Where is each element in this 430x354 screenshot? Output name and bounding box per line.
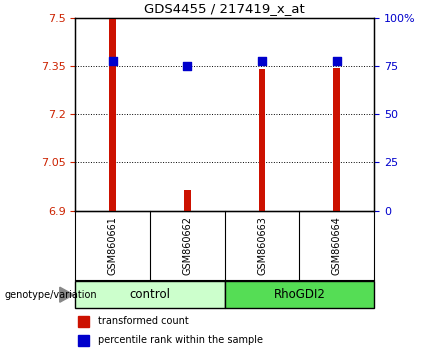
Point (333, 58, 340, 64)
Point (258, 58, 265, 64)
FancyBboxPatch shape (224, 281, 374, 308)
Point (184, 63, 191, 69)
Bar (109, 18, 116, 211)
Bar (259, 69, 265, 211)
Bar (333, 68, 340, 211)
Polygon shape (60, 287, 74, 302)
Title: GDS4455 / 217419_x_at: GDS4455 / 217419_x_at (144, 2, 305, 15)
Text: genotype/variation: genotype/variation (4, 290, 97, 300)
Text: RhoGDI2: RhoGDI2 (273, 288, 326, 301)
Text: percentile rank within the sample: percentile rank within the sample (98, 335, 263, 345)
Text: control: control (129, 288, 170, 301)
Text: GSM860662: GSM860662 (182, 216, 192, 275)
FancyBboxPatch shape (75, 281, 224, 308)
Bar (78, 316, 89, 327)
Bar (78, 335, 89, 346)
Text: GSM860663: GSM860663 (257, 216, 267, 275)
Bar (184, 190, 190, 211)
Text: GSM860661: GSM860661 (108, 216, 118, 275)
Point (109, 58, 116, 64)
Text: GSM860664: GSM860664 (332, 216, 342, 275)
Text: transformed count: transformed count (98, 316, 188, 326)
